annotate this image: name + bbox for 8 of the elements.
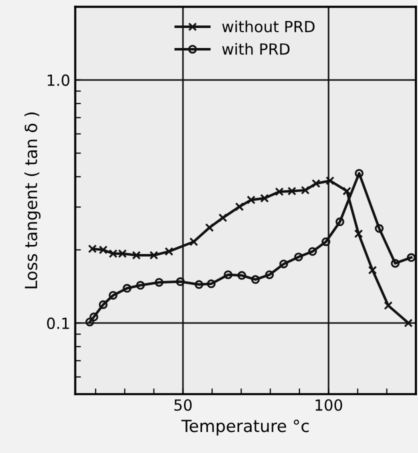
y-tick-label: 0.1 <box>47 317 69 330</box>
legend-label: without PRD <box>222 20 315 32</box>
y-axis-title: Loss tangent ( tan δ ) <box>24 112 41 288</box>
x-tick-label: 100 <box>316 399 342 411</box>
legend-label: with PRD <box>222 42 290 55</box>
y-tick-label: 1.0 <box>48 74 70 86</box>
x-axis-title: Temperature °c <box>181 420 309 436</box>
x-tick-label: 50 <box>174 399 192 411</box>
